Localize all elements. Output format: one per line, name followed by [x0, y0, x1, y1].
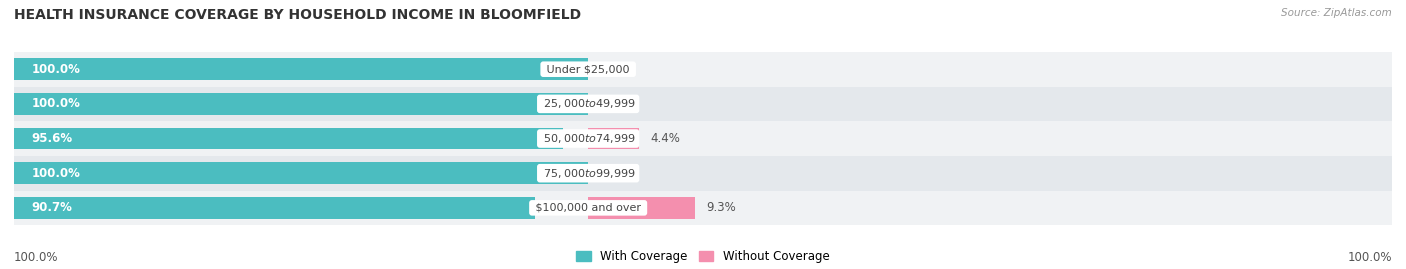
Bar: [588, 197, 695, 219]
Text: $25,000 to $49,999: $25,000 to $49,999: [540, 97, 637, 110]
Text: 100.0%: 100.0%: [31, 63, 80, 76]
Text: HEALTH INSURANCE COVERAGE BY HOUSEHOLD INCOME IN BLOOMFIELD: HEALTH INSURANCE COVERAGE BY HOUSEHOLD I…: [14, 8, 581, 22]
Bar: [14, 128, 562, 149]
Bar: [14, 190, 1392, 225]
Bar: [14, 93, 588, 115]
Text: 95.6%: 95.6%: [31, 132, 72, 145]
Text: 9.3%: 9.3%: [706, 201, 737, 214]
Text: 0.0%: 0.0%: [599, 63, 630, 76]
Text: Under $25,000: Under $25,000: [543, 64, 633, 74]
Text: 0.0%: 0.0%: [599, 97, 630, 110]
Text: 0.0%: 0.0%: [599, 167, 630, 180]
Text: Source: ZipAtlas.com: Source: ZipAtlas.com: [1281, 8, 1392, 18]
Text: $50,000 to $74,999: $50,000 to $74,999: [540, 132, 637, 145]
Text: $75,000 to $99,999: $75,000 to $99,999: [540, 167, 637, 180]
Legend: With Coverage, Without Coverage: With Coverage, Without Coverage: [576, 250, 830, 263]
Bar: [14, 162, 588, 184]
Text: 100.0%: 100.0%: [1347, 251, 1392, 264]
Bar: [14, 87, 1392, 121]
Bar: [14, 121, 1392, 156]
Text: 100.0%: 100.0%: [31, 97, 80, 110]
Text: $100,000 and over: $100,000 and over: [531, 203, 644, 213]
Bar: [14, 58, 588, 80]
Text: 100.0%: 100.0%: [31, 167, 80, 180]
Bar: [588, 128, 638, 149]
Bar: [14, 197, 534, 219]
Bar: [14, 156, 1392, 190]
Text: 90.7%: 90.7%: [31, 201, 72, 214]
Text: 100.0%: 100.0%: [14, 251, 59, 264]
Text: 4.4%: 4.4%: [650, 132, 681, 145]
Bar: [14, 52, 1392, 87]
